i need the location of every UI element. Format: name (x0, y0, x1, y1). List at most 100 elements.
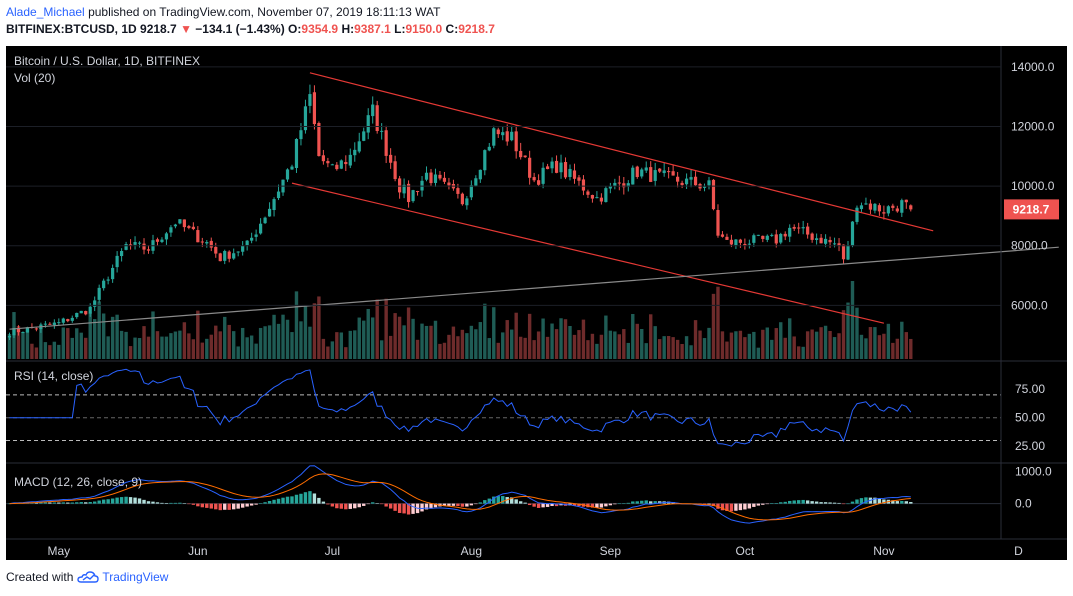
macd-histogram-bar (384, 503, 388, 507)
volume-bar (671, 337, 675, 359)
macd-histogram-bar (124, 496, 128, 504)
volume-bar (756, 347, 761, 359)
macd-histogram-bar (178, 502, 182, 504)
volume-bar (133, 337, 137, 359)
volume-bar (456, 336, 460, 359)
volume-bar (397, 316, 402, 359)
candle-body (398, 178, 402, 193)
macd-histogram-bar (877, 498, 882, 504)
volume-bar (384, 298, 388, 359)
volume-bar (66, 328, 70, 359)
volume-bar (608, 330, 613, 359)
volume-bar (433, 320, 438, 359)
volume-bar (689, 345, 693, 359)
candle-body (415, 191, 420, 193)
volume-bar (626, 342, 630, 359)
candle-body (25, 327, 30, 333)
tradingview-logo[interactable]: TradingView (77, 570, 168, 584)
macd-histogram-bar (536, 503, 541, 508)
chart-area[interactable]: 14000.0 12000.0 10000.0 8000.0 6000.0 9218.7 7… (6, 46, 1067, 560)
volume-bar (559, 318, 563, 359)
candle-body (554, 160, 559, 173)
macd-histogram-bar (805, 500, 810, 504)
candle-body (586, 191, 590, 195)
macd-histogram-bar (451, 503, 456, 506)
macd-histogram-bar (232, 503, 236, 510)
macd-histogram-bar (783, 501, 787, 504)
chart-header: Alade_Michael published on TradingView.c… (0, 0, 1073, 40)
time-tick-label: Oct (736, 544, 755, 558)
volume-bar (34, 347, 39, 359)
macd-histogram-bar (254, 503, 258, 505)
volume-bar (451, 326, 456, 359)
macd-histogram-bar (110, 498, 115, 504)
tradingview-brand[interactable]: TradingView (102, 570, 169, 584)
candle-body (608, 186, 612, 189)
macd-histogram-bar (447, 503, 451, 506)
volume-bar (348, 330, 352, 359)
candle-body (411, 190, 415, 202)
candle-body (442, 177, 447, 182)
price-pane[interactable] (7, 72, 1059, 359)
candle-body (52, 322, 56, 325)
volume-bar (151, 311, 155, 359)
candle-body (550, 161, 554, 169)
volume-bar (873, 327, 877, 359)
volume-bar (864, 338, 868, 359)
macd-histogram-bar (393, 503, 397, 511)
price-tick-label: 10000.0 (1011, 179, 1055, 193)
macd-histogram-bar (339, 503, 344, 509)
author-link[interactable]: Alade_Michael (6, 5, 85, 19)
volume-bar (572, 334, 577, 359)
volume-bar (801, 346, 805, 359)
volume-bar (649, 314, 653, 359)
volume-bar (196, 310, 200, 359)
volume-bar (859, 334, 864, 359)
volume-bar (402, 325, 406, 359)
rsi-pane[interactable] (6, 368, 1001, 447)
macd-histogram-bar (173, 502, 178, 504)
macd-histogram-bar (456, 503, 460, 507)
volume-bar (223, 316, 227, 359)
candle-body (438, 174, 442, 179)
candle-body (595, 197, 599, 199)
volume-bar (84, 337, 88, 359)
candle-body (613, 182, 617, 187)
candle-body (496, 129, 500, 135)
candle-body (774, 234, 778, 244)
time-tick-label: D (1014, 544, 1023, 558)
volume-bar (52, 341, 57, 359)
candle-body (330, 164, 334, 166)
volume-bar (429, 325, 433, 359)
macd-histogram-bar (312, 493, 317, 504)
macd-histogram-bar (97, 500, 101, 504)
candle-body (429, 172, 433, 184)
candle-body (792, 226, 796, 229)
macd-histogram-bar (61, 502, 66, 504)
macd-histogram-bar (357, 503, 361, 508)
macd-histogram-bar (330, 503, 335, 507)
candle-body (353, 149, 357, 156)
candle-body (604, 188, 608, 203)
macd-histogram-bar (258, 503, 263, 504)
volume-bar (258, 327, 263, 359)
volume-bar (209, 334, 213, 359)
volume-bar (814, 331, 819, 359)
volume-bar (729, 332, 734, 359)
time-tick-label: Nov (873, 544, 894, 558)
macd-histogram-bar (34, 502, 39, 504)
chart-canvas[interactable]: 14000.0 12000.0 10000.0 8000.0 6000.0 9218.7 7… (6, 46, 1067, 560)
candle-body (474, 178, 478, 186)
volume-bar (487, 338, 491, 359)
macd-pane[interactable] (6, 465, 1001, 524)
volume-bar (635, 323, 639, 359)
candle-body (707, 180, 711, 186)
symbol-label: BITFINEX:BTCUSD, 1D (6, 22, 137, 36)
volume-bar (375, 299, 379, 359)
macd-histogram-bar (545, 503, 550, 507)
macd-histogram-bar (514, 499, 518, 504)
candle-body (559, 162, 563, 173)
candle-body (102, 280, 106, 289)
volume-bar (232, 331, 236, 359)
volume-bar (662, 336, 666, 359)
